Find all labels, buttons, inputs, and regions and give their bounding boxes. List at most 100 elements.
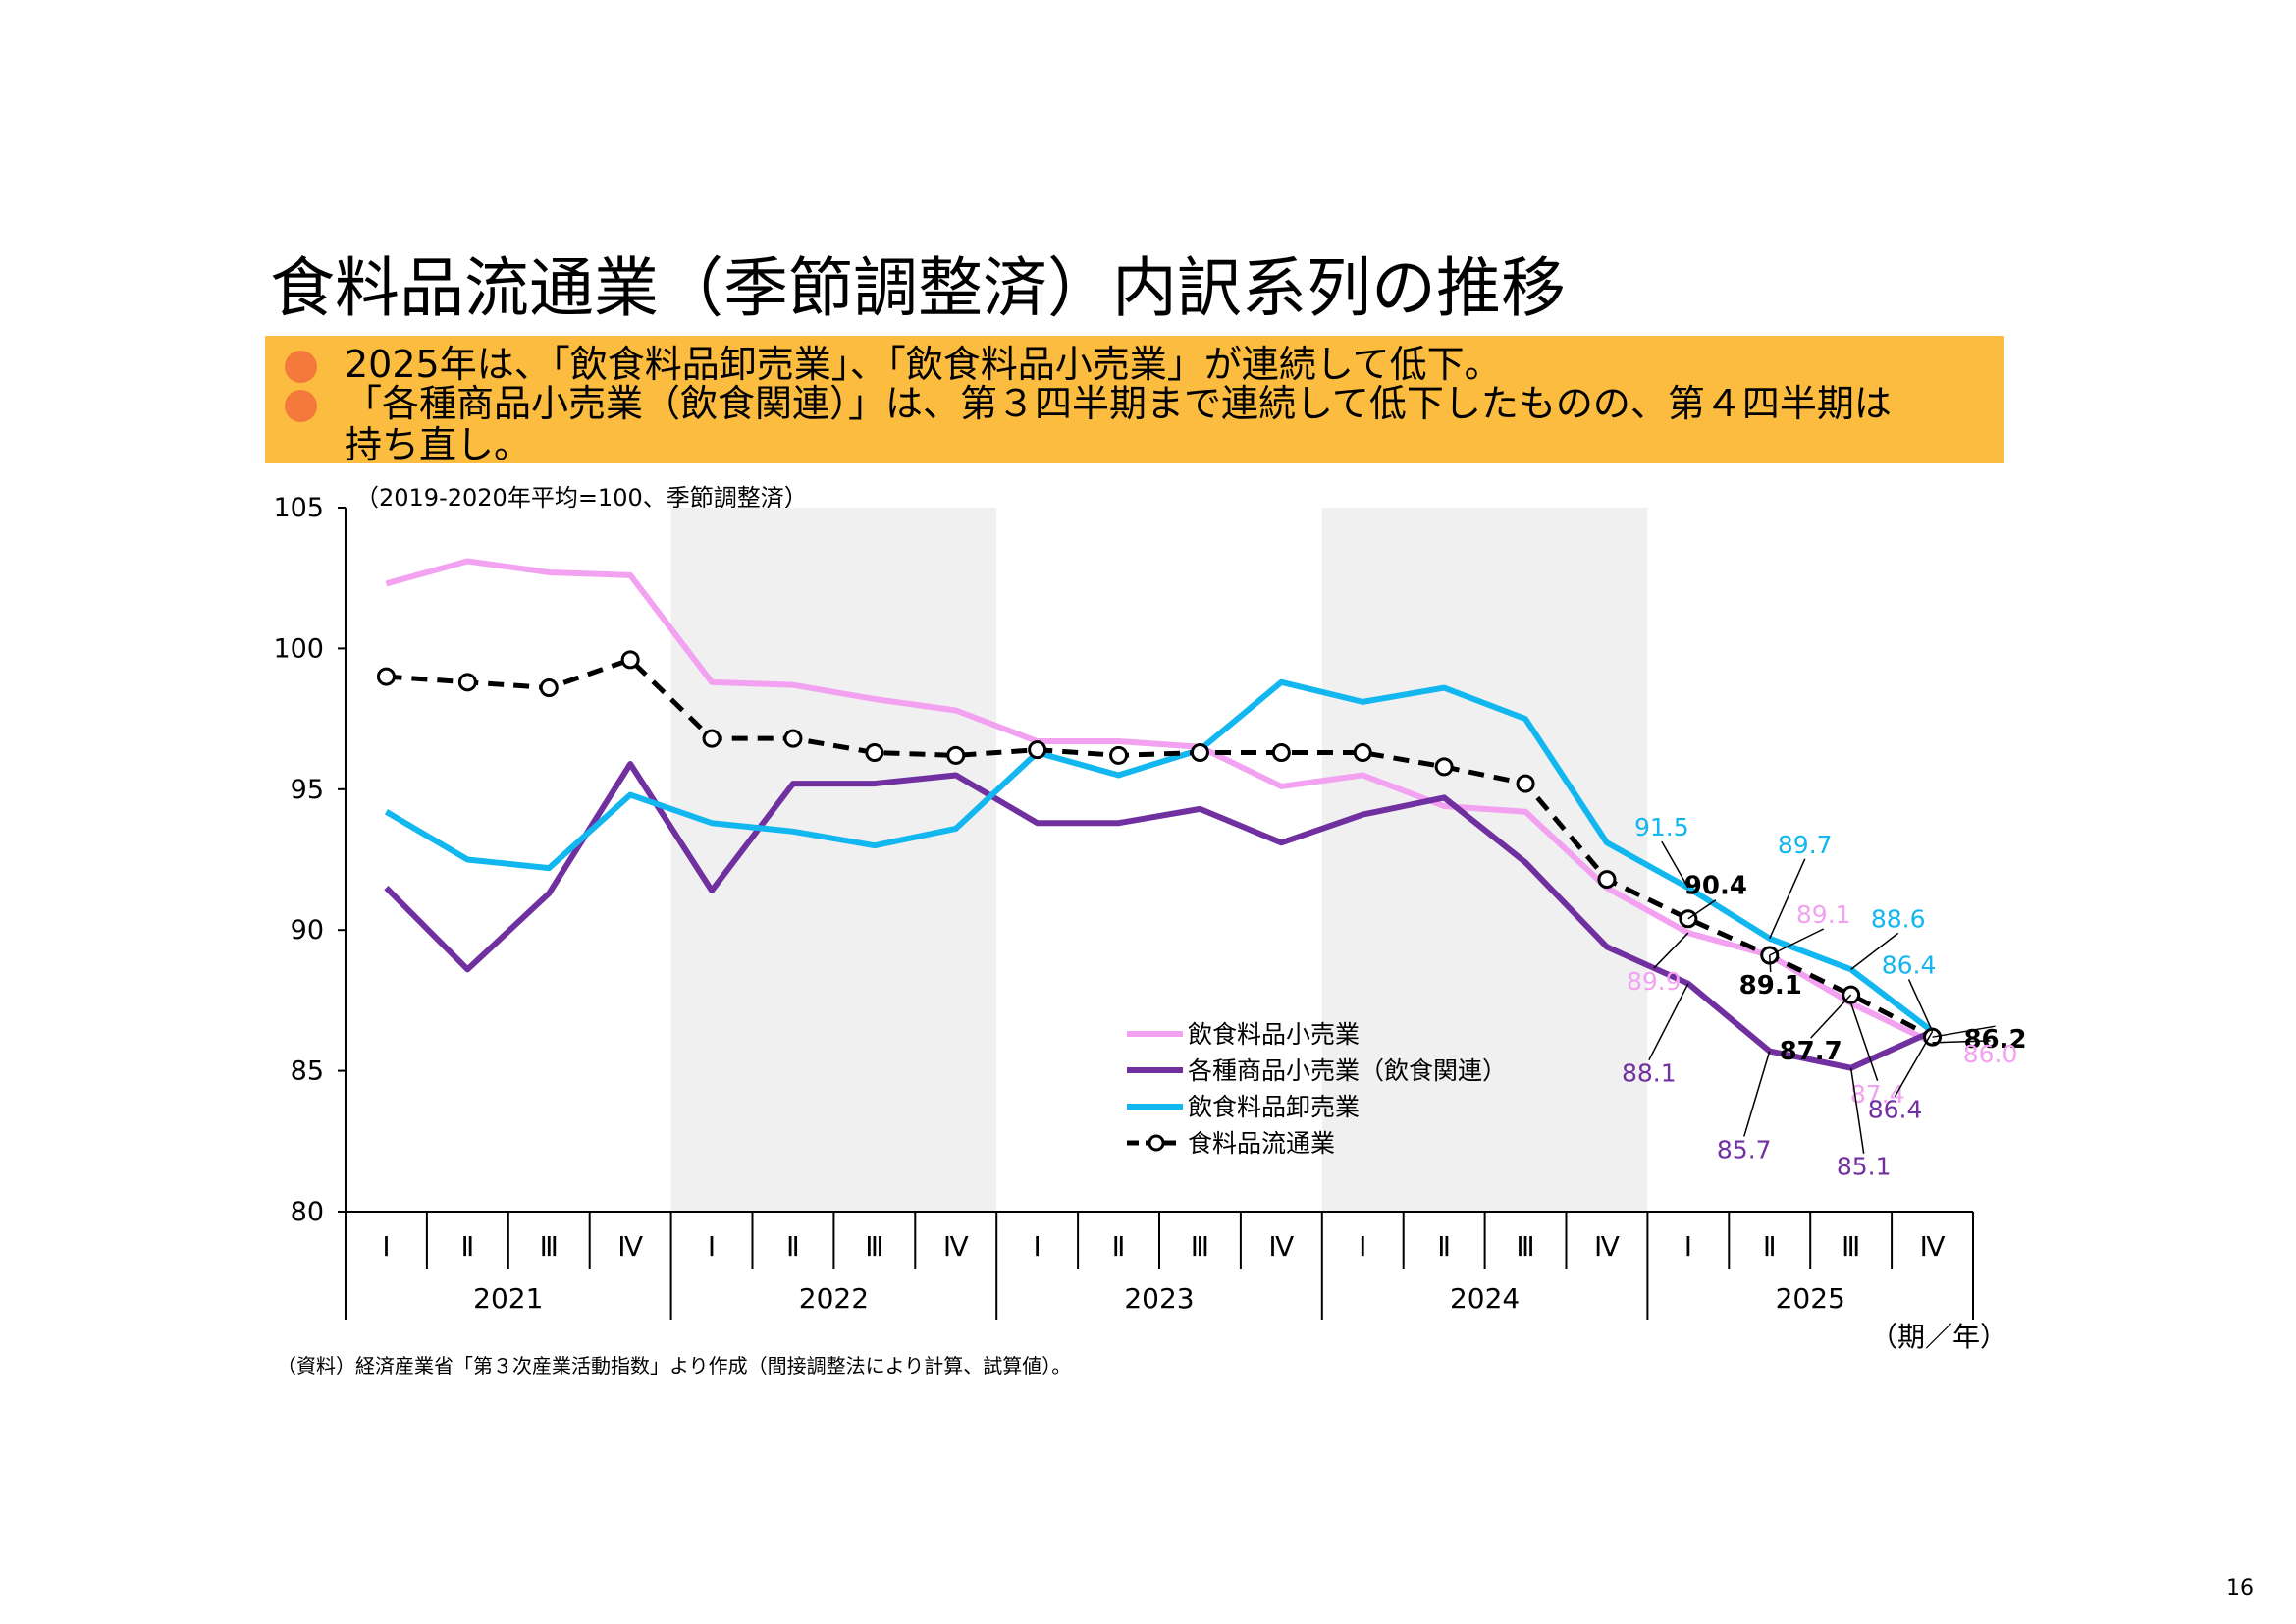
data-label: 91.5	[1634, 813, 1689, 841]
quarter-label: Ⅳ	[1920, 1230, 1946, 1263]
y-tick-label: 80	[291, 1197, 324, 1227]
legend-label: 各種商品小売業（飲食関連）	[1188, 1056, 1507, 1085]
data-label: 89.9	[1627, 967, 1682, 996]
series-marker	[1597, 870, 1617, 890]
data-label: 89.1	[1739, 971, 1802, 1001]
summary-item: 「各種商品小売業（飲食関連）」は、第３四半期まで連続して低下したものの、第４四半…	[285, 383, 2003, 465]
series-marker	[1028, 740, 1047, 760]
year-label: 2022	[799, 1282, 869, 1315]
data-label: 86.2	[1963, 1025, 2026, 1055]
y-tick-label: 90	[291, 915, 324, 946]
quarter-label: Ⅳ	[943, 1230, 969, 1263]
data-label-leader	[1849, 1002, 1879, 1082]
series-marker	[946, 745, 966, 765]
year-label: 2025	[1776, 1282, 1845, 1315]
data-label-leader	[1849, 1067, 1865, 1154]
source-note: （資料）経済産業省「第３次産業活動指数」より作成（間接調整法により計算、試算値）…	[277, 1354, 1072, 1378]
series-marker	[457, 673, 477, 692]
series-marker	[1190, 743, 1209, 763]
series-marker	[783, 729, 803, 748]
legend-label: 飲食料品小売業	[1188, 1020, 1360, 1049]
series-marker	[1516, 774, 1535, 793]
quarter-label: Ⅲ	[540, 1230, 559, 1263]
data-label-leader	[1894, 1031, 1934, 1097]
series-marker	[865, 743, 884, 763]
year-label: 2024	[1450, 1282, 1520, 1315]
summary-text: 「各種商品小売業（飲食関連）」は、第３四半期まで連続して低下したものの、第４四半…	[345, 382, 1892, 466]
data-label-leader	[1769, 858, 1806, 940]
series-marker	[620, 650, 640, 670]
quarter-label: Ⅰ	[1684, 1230, 1692, 1263]
quarter-label: Ⅰ	[1034, 1230, 1041, 1263]
series-marker	[1434, 757, 1454, 777]
axis-unit: （期／年）	[1870, 1321, 2008, 1353]
summary-item: 2025年は、「飲食料品卸売業」、「飲食料品小売業」が連続して低下。	[285, 344, 2003, 385]
shaded-band	[670, 508, 997, 1212]
series-line	[384, 678, 1935, 1034]
series-marker	[1109, 745, 1129, 765]
series-marker	[702, 729, 721, 748]
data-label-leader	[1907, 979, 1934, 1032]
quarter-label: Ⅲ	[1516, 1230, 1534, 1263]
data-label-leader	[1687, 899, 1717, 920]
summary-text: 2025年は、「飲食料品卸売業」、「飲食料品小売業」が連続して低下。	[345, 343, 1502, 386]
data-label-leader	[1648, 983, 1689, 1061]
y-tick-label: 105	[273, 493, 324, 523]
data-label: 85.7	[1717, 1136, 1772, 1164]
series-marker	[1271, 743, 1291, 763]
legend-marker	[1148, 1134, 1165, 1152]
data-label-leader	[1661, 840, 1689, 889]
legend-label: 食料品流通業	[1188, 1129, 1335, 1158]
data-label-leader	[1743, 1051, 1771, 1137]
y-tick-label: 100	[273, 633, 324, 664]
series-line	[386, 657, 1934, 1040]
series-marker	[376, 667, 396, 686]
series-line	[384, 760, 1934, 1071]
bullet-dot-icon	[285, 351, 317, 383]
data-label: 89.1	[1796, 900, 1851, 929]
data-label: 85.1	[1837, 1153, 1892, 1181]
quarter-label: Ⅲ	[1191, 1230, 1209, 1263]
data-label: 90.4	[1684, 872, 1747, 901]
data-label: 87.7	[1780, 1037, 1842, 1066]
series-line	[385, 558, 1934, 1046]
data-label: 86.0	[1963, 1040, 2018, 1068]
data-label: 88.1	[1622, 1059, 1677, 1088]
series-marker	[539, 678, 559, 698]
quarter-label: Ⅱ	[786, 1230, 800, 1263]
page-number: 16	[2226, 1576, 2254, 1600]
shaded-band	[1321, 508, 1648, 1212]
series-marker	[1353, 743, 1372, 763]
data-label-leader	[1810, 994, 1852, 1039]
quarter-label: Ⅱ	[1437, 1230, 1451, 1263]
y-tick-label: 95	[291, 775, 324, 805]
data-label: 88.6	[1871, 904, 1926, 933]
page-title: 食料品流通業（季節調整済）内訳系列の推移	[270, 250, 1566, 326]
y-tick-label: 85	[291, 1056, 324, 1087]
data-label-leader	[1932, 1025, 1996, 1038]
quarter-label: Ⅱ	[460, 1230, 474, 1263]
quarter-label: Ⅲ	[1842, 1230, 1860, 1263]
year-label: 2023	[1124, 1282, 1194, 1315]
data-label-leader	[1769, 928, 1825, 956]
year-label: 2021	[473, 1282, 543, 1315]
bullet-dot-icon	[285, 390, 317, 422]
quarter-label: Ⅲ	[865, 1230, 883, 1263]
data-label-leader	[1850, 932, 1899, 970]
quarter-label: Ⅱ	[1763, 1230, 1777, 1263]
data-label: 89.7	[1778, 831, 1833, 859]
summary-box: 2025年は、「飲食料品卸売業」、「飲食料品小売業」が連続して低下。 「各種商品…	[265, 336, 2004, 465]
quarter-label: Ⅰ	[1359, 1230, 1366, 1263]
data-label-leader	[1932, 1040, 1991, 1044]
quarter-label: Ⅳ	[1268, 1230, 1294, 1263]
quarter-label: Ⅰ	[708, 1230, 716, 1263]
quarter-label: Ⅱ	[1112, 1230, 1126, 1263]
quarter-label: Ⅳ	[617, 1230, 643, 1263]
data-label: 86.4	[1868, 1095, 1923, 1123]
legend-label: 飲食料品卸売業	[1188, 1093, 1360, 1121]
data-label-leader	[1769, 954, 1772, 973]
data-label-leader	[1653, 932, 1689, 969]
quarter-label: Ⅳ	[1594, 1230, 1620, 1263]
quarter-label: Ⅰ	[382, 1230, 390, 1263]
